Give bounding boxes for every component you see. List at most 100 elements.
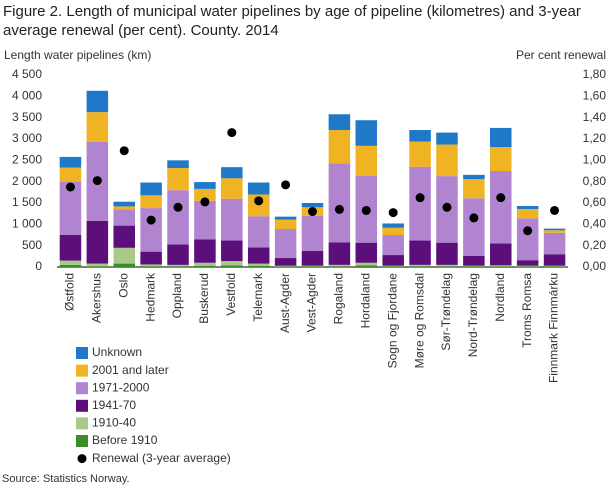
bar-segment bbox=[516, 208, 539, 219]
bar-segment bbox=[516, 265, 539, 267]
bar-segment bbox=[221, 240, 243, 262]
bar-segment bbox=[167, 244, 189, 265]
bar-segment bbox=[274, 229, 297, 259]
bar-segment bbox=[221, 265, 243, 267]
bar-segment bbox=[516, 218, 539, 261]
bar-segment bbox=[409, 141, 431, 167]
legend-marker bbox=[77, 454, 87, 464]
renewal-dot bbox=[308, 207, 317, 217]
bar-segment bbox=[409, 240, 431, 265]
y2-tick-label: 0,20 bbox=[583, 238, 607, 252]
legend-label: 1910-40 bbox=[92, 416, 136, 430]
x-tick-label: Hordaland bbox=[358, 273, 372, 328]
bar-segment bbox=[382, 227, 404, 235]
legend-label: 1941-70 bbox=[92, 398, 136, 412]
x-tick-label: Oslo bbox=[116, 273, 130, 298]
x-tick-label: Nordland bbox=[493, 273, 507, 322]
bar-segment bbox=[247, 182, 270, 195]
bar-segment bbox=[382, 265, 404, 267]
bar-segment bbox=[516, 205, 539, 209]
bar-segment bbox=[59, 260, 82, 265]
y2-tick-label: 1,80 bbox=[583, 67, 607, 81]
bar-segment bbox=[382, 255, 404, 266]
legend-swatch bbox=[76, 435, 88, 447]
bar-segment bbox=[221, 261, 243, 266]
y-axis-label: Length water pipelines (km) bbox=[4, 48, 151, 62]
renewal-dot bbox=[281, 180, 291, 190]
bar-segment bbox=[355, 242, 378, 263]
bar-segment bbox=[247, 247, 270, 264]
bar-segment bbox=[543, 228, 566, 231]
bar-segment bbox=[490, 171, 512, 244]
bar-segment bbox=[274, 216, 297, 220]
bar-segment bbox=[355, 265, 378, 267]
y2-tick-label: 1,20 bbox=[583, 131, 607, 145]
bar-segment bbox=[409, 264, 431, 267]
bar-segment bbox=[436, 144, 458, 177]
bar-segment bbox=[463, 174, 485, 180]
bar-segment bbox=[301, 215, 324, 251]
bar-segment bbox=[543, 230, 566, 233]
bar-segment bbox=[247, 265, 270, 267]
chart-title: Figure 2. Length of municipal water pipe… bbox=[3, 3, 581, 39]
renewal-dot bbox=[496, 193, 506, 203]
bar-segment bbox=[328, 163, 351, 243]
bar-segment bbox=[167, 266, 189, 267]
x-tick-label: Vest-Agder bbox=[305, 273, 319, 332]
bar-segment bbox=[490, 243, 512, 266]
bar-segment bbox=[436, 242, 458, 265]
renewal-dot bbox=[415, 193, 425, 203]
bar-segment bbox=[113, 201, 135, 207]
renewal-dot bbox=[388, 208, 398, 218]
bar-segment bbox=[194, 188, 216, 201]
renewal-dot bbox=[173, 202, 183, 212]
legend-swatch bbox=[76, 347, 88, 359]
renewal-dot bbox=[254, 196, 264, 206]
bar-segment bbox=[167, 264, 189, 267]
bar-segment bbox=[113, 206, 135, 210]
y-tick-label: 500 bbox=[22, 238, 42, 252]
bar-segment bbox=[59, 181, 82, 235]
bar-segment bbox=[140, 208, 162, 252]
bar-segment bbox=[59, 235, 82, 261]
bar-segment bbox=[463, 265, 485, 267]
bar-segment bbox=[140, 195, 162, 209]
bar-segment bbox=[355, 262, 378, 266]
bar-segment bbox=[301, 203, 324, 208]
bar-segment bbox=[221, 198, 243, 241]
renewal-dot bbox=[146, 215, 156, 225]
bar-segment bbox=[194, 262, 216, 266]
y2-tick-label: 1,60 bbox=[583, 89, 607, 103]
bar-segment bbox=[86, 112, 109, 142]
y2-tick-label: 1,40 bbox=[583, 110, 607, 124]
y-tick-label: 4 500 bbox=[12, 67, 42, 81]
bar-segment bbox=[490, 127, 512, 148]
x-tick-label: Akershus bbox=[90, 273, 104, 323]
y-tick-label: 4 000 bbox=[12, 89, 42, 103]
bar-segment bbox=[463, 198, 485, 256]
bar-segment bbox=[274, 219, 297, 230]
bar-segment bbox=[86, 263, 109, 267]
bar-segment bbox=[247, 216, 270, 248]
x-tick-label: Nord-Trøndelag bbox=[466, 273, 480, 357]
bar-segment bbox=[382, 235, 404, 256]
y2-tick-label: 0,00 bbox=[583, 259, 607, 273]
renewal-dot bbox=[92, 176, 102, 186]
bar-segment bbox=[355, 120, 378, 146]
bar-segment bbox=[436, 266, 458, 267]
renewal-dot bbox=[523, 226, 533, 236]
bar-segment bbox=[59, 167, 82, 182]
bar-segment bbox=[86, 266, 109, 267]
bar-segment bbox=[301, 250, 324, 266]
bar-segment bbox=[167, 160, 189, 169]
bar-segment bbox=[274, 258, 297, 266]
bar-segment bbox=[167, 168, 189, 191]
bar-segment bbox=[490, 265, 512, 267]
x-tick-label: Aust-Agder bbox=[278, 273, 292, 333]
x-tick-label: Telemark bbox=[251, 272, 265, 322]
renewal-dot bbox=[334, 204, 344, 214]
bar-segment bbox=[436, 132, 458, 145]
renewal-dot bbox=[361, 205, 371, 215]
